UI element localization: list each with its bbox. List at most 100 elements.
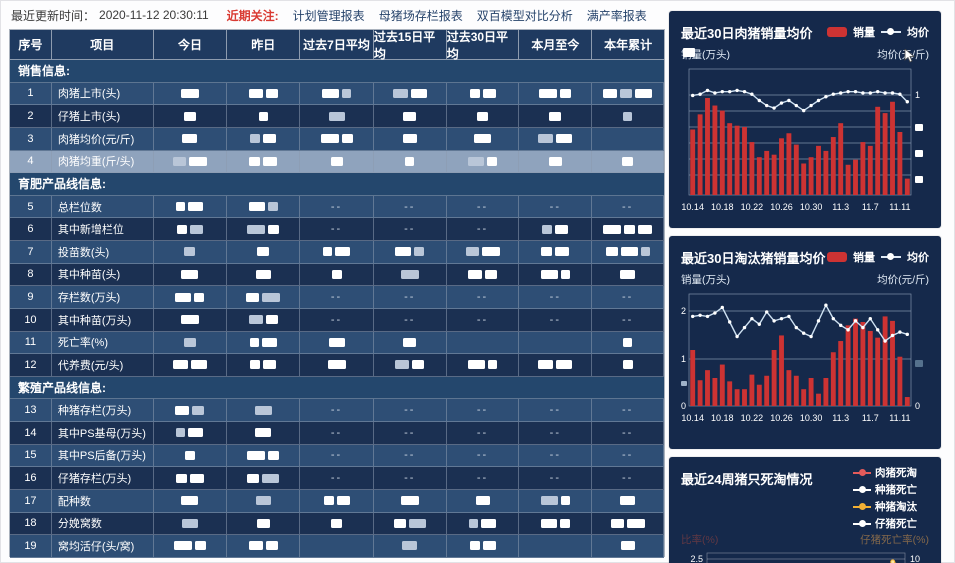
- no-data-dash: --: [330, 449, 343, 462]
- redacted-value-block: [182, 134, 198, 144]
- redacted-value-block: [482, 541, 496, 551]
- table-row[interactable]: 4 肉猪均重(斤/头): [10, 150, 665, 174]
- table-cell: [592, 354, 665, 376]
- table-cell: --: [592, 444, 665, 467]
- no-data-dash: --: [549, 291, 561, 304]
- table-cell: [519, 331, 593, 354]
- redacted-value-block: [328, 111, 345, 121]
- table-cell: [300, 150, 374, 173]
- table-row[interactable]: 8 其中种苗(头): [10, 263, 665, 287]
- table-cell: [300, 512, 374, 535]
- redacted-value-block: [262, 292, 281, 302]
- redacted-value-block: [488, 360, 498, 370]
- bar-legend-label[interactable]: 销量: [853, 27, 875, 39]
- redacted-value-block: [540, 496, 558, 506]
- table-row[interactable]: 17 配种数: [10, 489, 665, 513]
- no-data-dash: --: [404, 223, 416, 236]
- no-data-dash: --: [621, 472, 634, 485]
- no-data-dash: --: [476, 426, 489, 439]
- table-row[interactable]: 16 仔猪存栏(万头) -- -- -- -- --: [10, 467, 665, 490]
- table-row[interactable]: 1 肉猪上市(头): [10, 82, 665, 106]
- svg-text:2: 2: [681, 306, 686, 316]
- chart3-legend-item[interactable]: 仔猪死亡: [853, 516, 929, 531]
- table-row[interactable]: 9 存栏数(万头) -- -- -- -- --: [10, 286, 665, 309]
- redacted-value-block: [395, 247, 412, 257]
- table-row[interactable]: 15 其中PS后备(万头) -- -- -- -- --: [10, 444, 665, 468]
- focus-link-sow-farm-report[interactable]: 母猪场存栏报表: [378, 8, 463, 23]
- legend-line-dot-marker: [853, 502, 871, 511]
- redacted-value-block: [265, 315, 278, 325]
- redacted-value-block: [541, 247, 553, 257]
- table-row[interactable]: 6 其中新增栏位 -- -- --: [10, 218, 665, 241]
- table-cell: [227, 399, 301, 421]
- chart-cull-pig-sales-price-panel: 最近30日淘汰猪销量均价 销量 均价 销量(万头) 均价(元/斤) 2 1 0 0 10…: [669, 236, 941, 449]
- table-row[interactable]: 7 投苗数(头): [10, 241, 665, 264]
- redacted-value-block: [175, 292, 192, 302]
- no-data-dash: --: [621, 426, 634, 439]
- chart3-legend-item[interactable]: 肉猪死淘: [853, 465, 929, 480]
- table-cell: --: [300, 195, 374, 218]
- svg-text:10: 10: [910, 554, 920, 563]
- chart2-plot: 2 1 0 0 10.14 10.18 10.22 10.26 10.30 11.3 11.7 11.…: [681, 293, 923, 423]
- redacted-value-block: [485, 269, 498, 279]
- line-legend-marker[interactable]: [881, 252, 901, 262]
- line-legend-marker[interactable]: [881, 27, 901, 37]
- table-cell: --: [519, 308, 593, 331]
- table-cell: [447, 241, 520, 263]
- redacted-value-block: [469, 88, 480, 98]
- svg-text:11.7: 11.7: [862, 202, 879, 212]
- table-row[interactable]: 12 代养费(元/头): [10, 354, 665, 377]
- redacted-value-block: [192, 405, 205, 415]
- line-legend-label[interactable]: 均价: [907, 252, 929, 264]
- focus-link-plan-report[interactable]: 计划管理报表: [292, 8, 365, 23]
- chart2-legend: 销量 均价: [827, 244, 929, 265]
- table-row[interactable]: 5 总栏位数 -- -- -- -- --: [10, 195, 665, 219]
- table-row[interactable]: 10 其中种苗(万头) -- -- -- -- --: [10, 308, 665, 332]
- row-item-label: 仔猪上市(头): [52, 105, 154, 127]
- table-cell: [227, 195, 301, 218]
- no-data-dash: --: [549, 200, 561, 213]
- col-header-year-total: 本年累计: [604, 38, 653, 52]
- focus-link-model-compare[interactable]: 双百模型对比分析: [476, 8, 573, 23]
- no-data-dash: --: [404, 313, 416, 326]
- line-legend-label[interactable]: 均价: [907, 27, 929, 39]
- bar-legend-swatch[interactable]: [827, 27, 847, 37]
- col-header-30day-avg: 过去30日平均: [447, 30, 520, 61]
- redacted-value-block: [342, 88, 351, 98]
- redacted-value-block: [414, 247, 425, 257]
- table-cell: [227, 331, 301, 354]
- bar-legend-swatch[interactable]: [827, 252, 847, 262]
- bar-legend-label[interactable]: 销量: [853, 252, 875, 264]
- chart3-legend-item[interactable]: 种猪死亡: [853, 482, 929, 497]
- table-cell: --: [519, 286, 593, 308]
- table-cell: [227, 422, 301, 444]
- chart3-legend-item[interactable]: 种猪淘汰: [853, 499, 929, 514]
- table-row[interactable]: 2 仔猪上市(头): [10, 105, 665, 128]
- table-cell: [447, 512, 520, 535]
- redacted-value-block: [610, 518, 624, 528]
- redacted-value-block: [638, 224, 653, 234]
- table-cell: --: [300, 286, 374, 308]
- redacted-value-block: [250, 134, 261, 144]
- table-row[interactable]: 11 死亡率(%): [10, 331, 665, 355]
- table-row[interactable]: 18 分娩窝数: [10, 512, 665, 536]
- redacted-value-block: [623, 337, 633, 347]
- table-row[interactable]: 13 种猪存栏(万头) -- -- -- -- --: [10, 399, 665, 422]
- focus-link-capacity-report[interactable]: 满产率报表: [586, 8, 647, 23]
- table-cell: [227, 127, 301, 150]
- recent-focus-label: 近期关注:: [226, 8, 279, 23]
- redacted-value-block: [265, 88, 278, 98]
- redacted-value-block: [255, 428, 272, 438]
- table-cell: --: [592, 399, 665, 421]
- row-index: 5: [10, 195, 52, 218]
- table-row[interactable]: 3 肉猪均价(元/斤): [10, 127, 665, 151]
- svg-text:10.14: 10.14: [681, 202, 704, 212]
- redacted-value-block: [603, 224, 622, 234]
- table-row[interactable]: 14 其中PS基母(万头) -- -- -- -- --: [10, 422, 665, 445]
- table-row[interactable]: 19 窝均活仔(头/窝): [10, 535, 665, 558]
- table-cell: [374, 241, 447, 263]
- no-data-dash: --: [476, 313, 489, 326]
- row-item-label: 总栏位数: [52, 195, 154, 218]
- row-index: 16: [10, 467, 52, 489]
- table-cell: [447, 82, 520, 105]
